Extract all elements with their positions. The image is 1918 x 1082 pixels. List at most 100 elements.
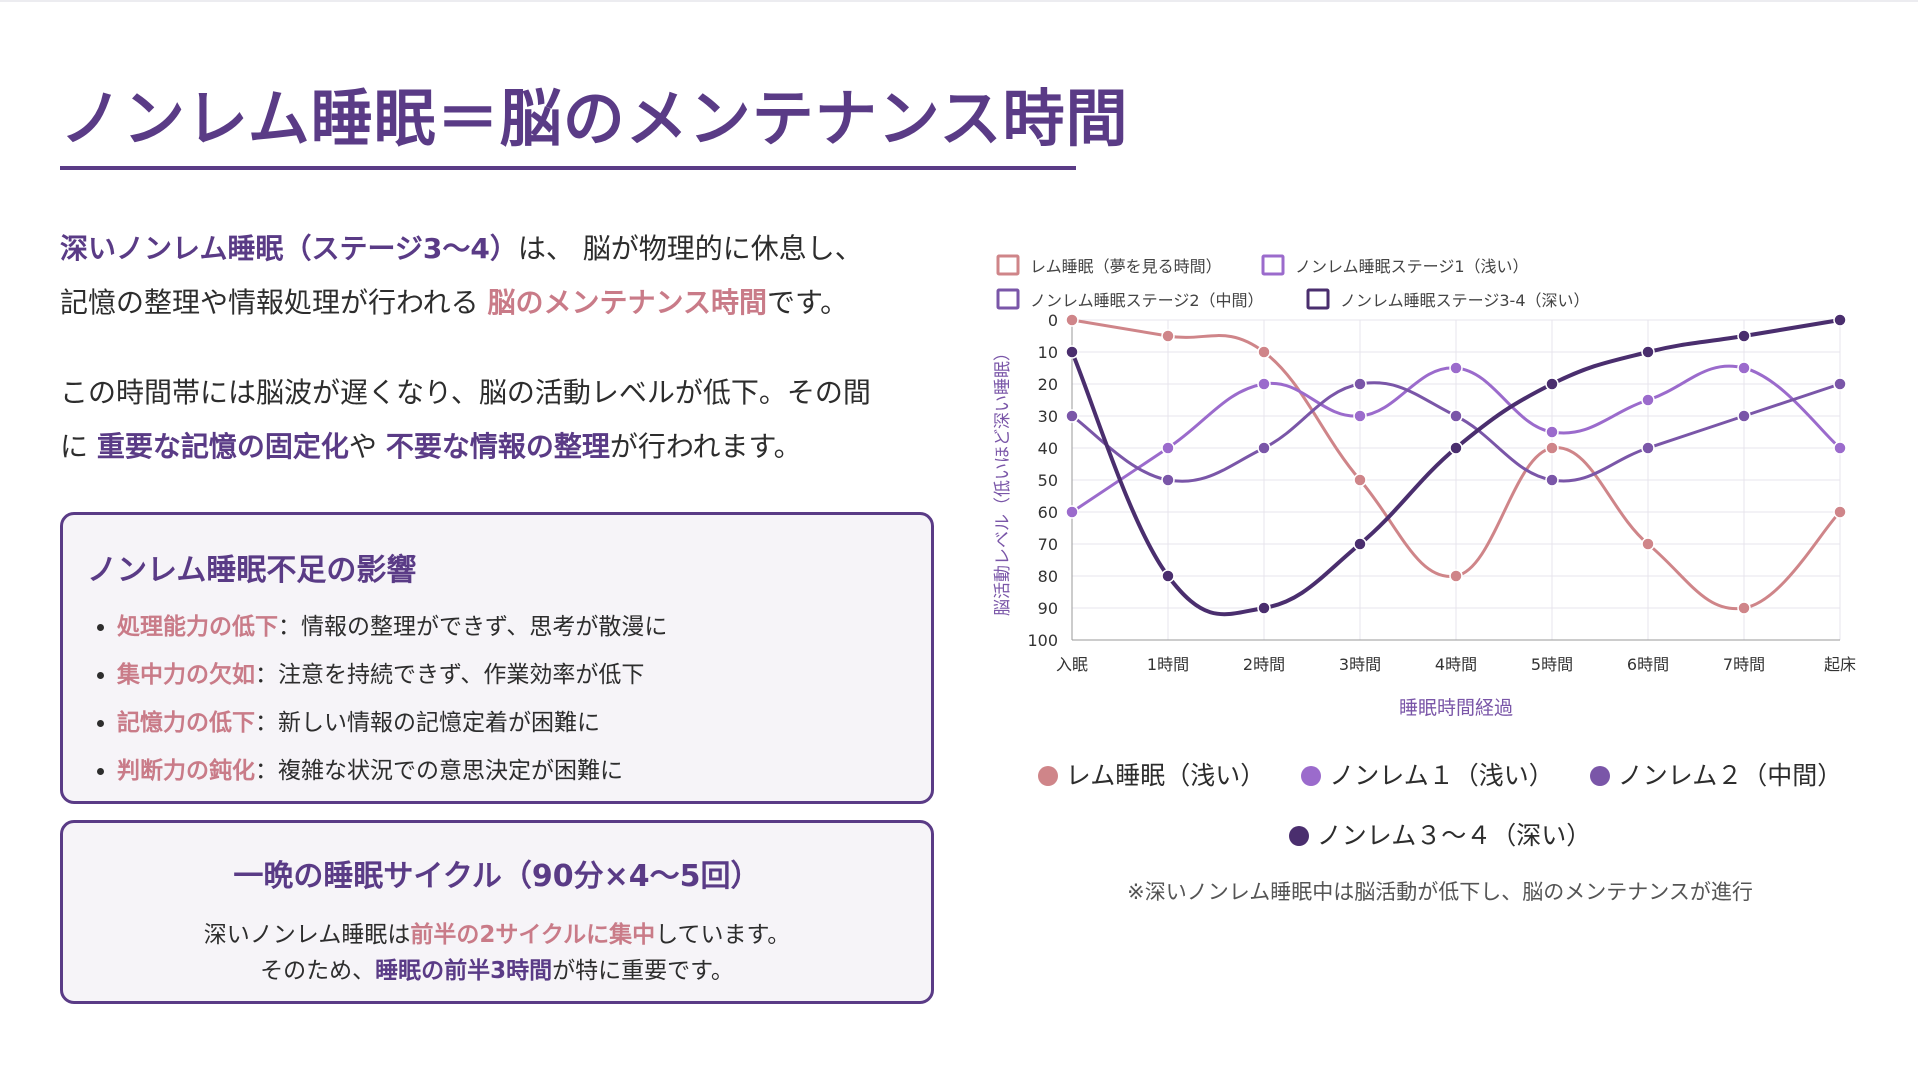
legend-label: ノンレム睡眠ステージ3-4（深い）: [1340, 291, 1590, 310]
data-point-1: [1545, 425, 1559, 439]
data-point-1: [1161, 441, 1175, 455]
impact-desc: ：新しい情報の記憶定着が困難に: [255, 710, 600, 736]
list-item: 集中力の欠如：注意を持続できず、作業効率が低下: [97, 651, 667, 699]
cycle-emphasis: 睡眠の前半3時間: [375, 958, 553, 984]
data-point-1: [1737, 361, 1751, 375]
x-tick-label: 起床: [1824, 655, 1856, 674]
x-axis-title: 睡眠時間経過: [1399, 697, 1513, 719]
impact-desc: ：複雑な状況での意思決定が困難に: [255, 758, 623, 784]
data-point-1: [1257, 377, 1271, 391]
legend-label: ノンレム睡眠ステージ1（浅い）: [1295, 257, 1529, 276]
impact-desc: ：注意を持続できず、作業効率が低下: [255, 662, 645, 688]
data-point-0: [1545, 441, 1559, 455]
data-point-1: [1449, 361, 1463, 375]
x-tick-label: 5時間: [1531, 655, 1573, 674]
x-tick-label: 入眠: [1056, 655, 1088, 674]
y-tick-label: 30: [1038, 407, 1058, 426]
data-point-0: [1449, 569, 1463, 583]
intro-emphasis-cleanup: 不要な情報の整理: [385, 430, 610, 463]
sleep-cycle-line-2: そのため、睡眠の前半3時間が特に重要です。: [63, 951, 931, 985]
impact-desc: ：情報の整理ができず、思考が散漫に: [278, 614, 668, 640]
bottom-legend-row-1: レム睡眠（浅い） ノンレム１（浅い） ノンレム２（中間）: [990, 756, 1890, 792]
y-tick-label: 20: [1038, 375, 1058, 394]
cycle-text: そのため、: [260, 958, 376, 984]
legend-item-nrem1[interactable]: ノンレム１（浅い）: [1301, 756, 1554, 792]
y-tick-label: 10: [1038, 343, 1058, 362]
impact-list: 処理能力の低下：情報の整理ができず、思考が散漫に 集中力の欠如：注意を持続できず…: [97, 603, 667, 795]
list-item: 記憶力の低下：新しい情報の記憶定着が困難に: [97, 699, 667, 747]
series-line-0: [1071, 318, 1842, 611]
data-point-3: [1065, 345, 1079, 359]
y-tick-label: 80: [1038, 567, 1058, 586]
intro-text: この時間帯には脳波が遅くなり、脳の活動レベルが低下。その間: [60, 376, 871, 409]
page-title: ノンレム睡眠＝脳のメンテナンス時間: [60, 82, 1129, 155]
data-point-0: [1641, 537, 1655, 551]
x-tick-label: 7時間: [1723, 655, 1765, 674]
data-point-2: [1641, 441, 1655, 455]
intro-text: です。: [766, 286, 849, 319]
impact-term: 記憶力の低下: [117, 710, 255, 736]
data-point-0: [1257, 345, 1271, 359]
legend-box-icon: [1261, 254, 1285, 276]
y-tick-label: 0: [1048, 311, 1058, 330]
legend-item-nrem2[interactable]: ノンレム２（中間）: [1589, 756, 1842, 792]
sleep-cycle-title: 一晩の睡眠サイクル（90分×4〜5回）: [233, 859, 761, 894]
sleep-cycle-card: 一晩の睡眠サイクル（90分×4〜5回） 深いノンレム睡眠は前半の2サイクルに集中…: [60, 820, 934, 1004]
y-tick-label: 60: [1038, 503, 1058, 522]
legend-dot-icon: [1288, 826, 1309, 846]
legend-label: レム睡眠（夢を見る時間）: [1030, 257, 1222, 276]
data-point-2: [1161, 473, 1175, 487]
intro-text: が行われます。: [609, 430, 802, 463]
y-tick-label: 50: [1038, 471, 1058, 490]
legend-item-nrem34[interactable]: ノンレム３〜４（深い）: [1288, 816, 1592, 852]
impact-term: 集中力の欠如: [117, 662, 255, 688]
x-tick-label: 3時間: [1339, 655, 1381, 674]
intro-emphasis-memory: 重要な記憶の固定化: [96, 430, 349, 463]
data-point-3: [1641, 345, 1655, 359]
intro-text: は、 脳が物理的に休息し、: [517, 232, 863, 265]
legend-box-icon: [996, 254, 1020, 276]
y-tick-label: 40: [1038, 439, 1058, 458]
data-point-3: [1161, 569, 1175, 583]
impact-term: 処理能力の低下: [117, 614, 278, 640]
legend-label: ノンレム１（浅い）: [1329, 761, 1554, 790]
data-point-2: [1065, 409, 1079, 423]
list-item: 判断力の鈍化：複雑な状況での意思決定が困難に: [97, 747, 667, 795]
intro-text: に: [60, 430, 97, 463]
impact-term: 判断力の鈍化: [117, 758, 255, 784]
x-tick-label: 4時間: [1435, 655, 1477, 674]
data-point-1: [1353, 409, 1367, 423]
legend-dot-icon: [1301, 766, 1322, 786]
data-point-0: [1065, 313, 1079, 327]
y-axis-title: 脳活動レベル（低いほど深い睡眠）: [993, 344, 1013, 616]
cycle-text: が特に重要です。: [552, 958, 734, 984]
data-point-3: [1257, 601, 1271, 615]
intro-text: や: [348, 430, 386, 463]
intro-emphasis-deep-nrem: 深いノンレム睡眠（ステージ3〜4）: [60, 232, 518, 265]
cycle-text: 深いノンレム睡眠は: [203, 922, 411, 948]
legend-box-icon: [1306, 288, 1330, 310]
sleep-chart: 0 10 20 30 40 50 60 70 80 90 100 入眠 1時間 2時間 3時間 4時間 5時間 6…: [980, 240, 1880, 740]
cycle-emphasis: 前半の2サイクルに集中: [410, 922, 656, 948]
legend-dot-icon: [1589, 766, 1610, 786]
legend-label: ノンレム睡眠ステージ2（中間）: [1030, 291, 1264, 310]
list-item: 処理能力の低下：情報の整理ができず、思考が散漫に: [97, 603, 667, 651]
data-point-1: [1833, 441, 1847, 455]
y-tick-label: 70: [1038, 535, 1058, 554]
legend-label: ノンレム３〜４（深い）: [1316, 821, 1592, 850]
chart-footnote: ※深いノンレム睡眠中は脳活動が低下し、脳のメンテナンスが進行: [1127, 880, 1753, 904]
data-point-3: [1545, 377, 1559, 391]
data-point-2: [1353, 377, 1367, 391]
sleep-chart-svg: 0 10 20 30 40 50 60 70 80 90 100 入眠 1時間 2時間 3時間 4時間 5時間 6…: [993, 254, 1856, 719]
impact-card-title: ノンレム睡眠不足の影響: [87, 553, 417, 588]
legend-item-rem[interactable]: レム睡眠（浅い）: [1037, 756, 1265, 792]
data-point-0: [1737, 601, 1751, 615]
data-point-3: [1353, 537, 1367, 551]
data-point-0: [1833, 505, 1847, 519]
x-tick-label: 6時間: [1627, 655, 1669, 674]
data-point-3: [1833, 313, 1847, 327]
x-tick-label: 2時間: [1243, 655, 1285, 674]
bottom-legend-row-2: ノンレム３〜４（深い）: [990, 816, 1890, 852]
data-point-3: [1737, 329, 1751, 343]
